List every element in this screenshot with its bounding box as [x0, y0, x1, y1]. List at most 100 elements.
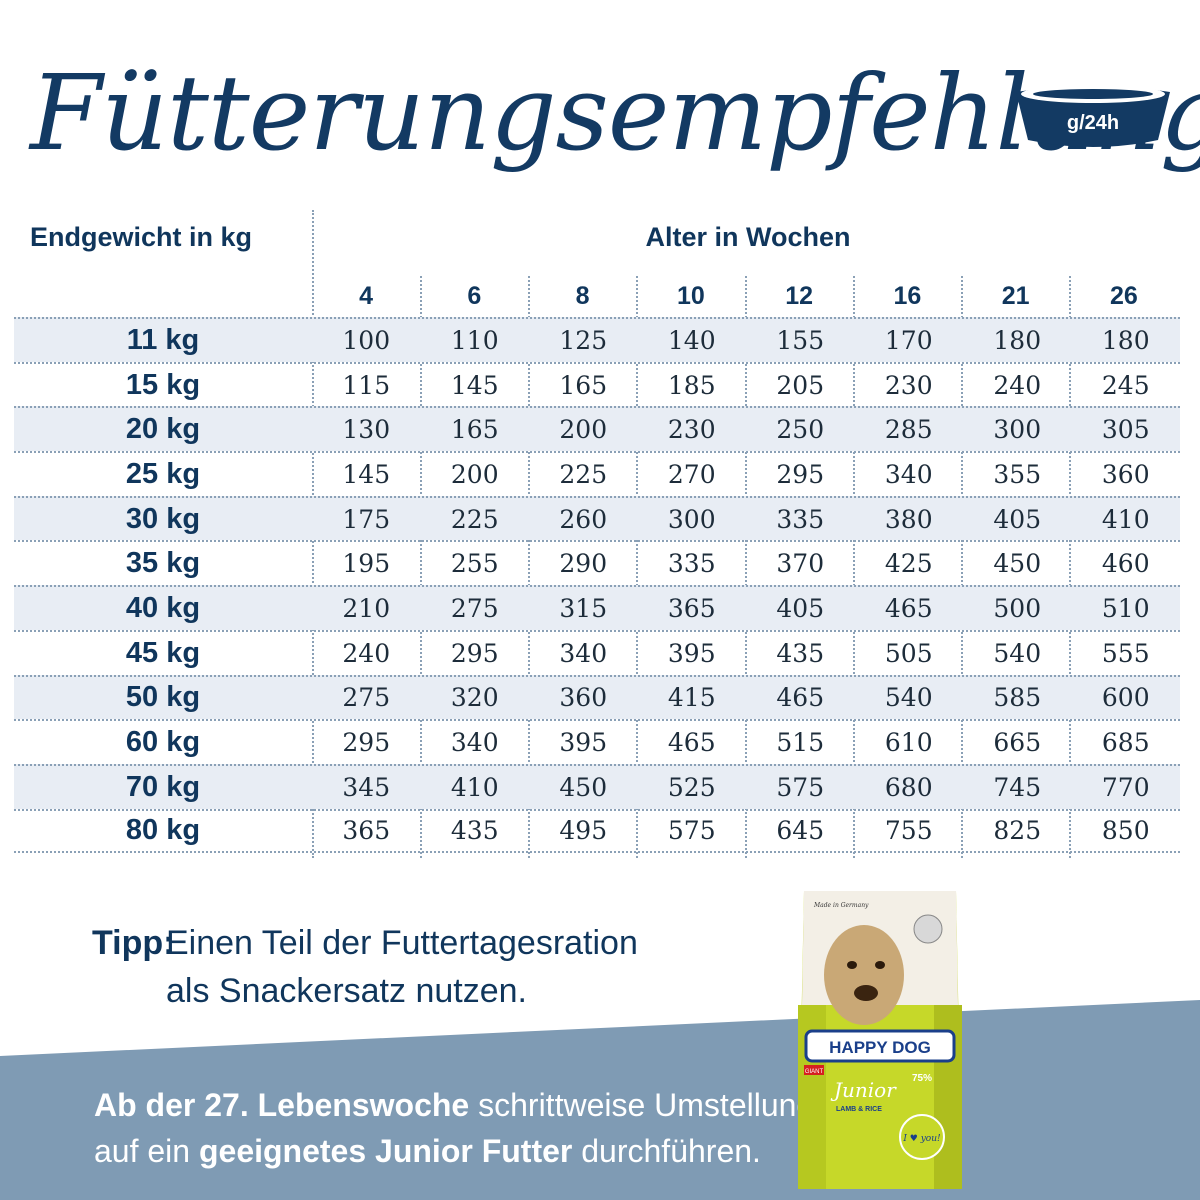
week-header: 21	[1001, 282, 1030, 310]
column-divider	[420, 276, 422, 858]
amount-cell: 410	[450, 772, 499, 802]
weight-cell: 60 kg	[125, 726, 201, 759]
weight-cell: 45 kg	[125, 636, 201, 669]
footer-span: auf ein	[94, 1133, 199, 1169]
table-row: 40 kg 210 275 315 365 405 465 500 510	[14, 585, 1180, 630]
amount-cell: 460	[1101, 549, 1150, 579]
amount-cell: 165	[559, 370, 608, 400]
column-divider	[745, 276, 747, 858]
amount-cell: 770	[1101, 772, 1150, 802]
amount-cell: 415	[667, 683, 716, 713]
amount-cell: 260	[559, 504, 608, 534]
amount-cell: 320	[450, 683, 499, 713]
amount-cell: 505	[884, 638, 933, 668]
amount-cell: 180	[1101, 325, 1150, 355]
amount-cell: 275	[342, 683, 391, 713]
amount-cell: 210	[342, 593, 391, 623]
table-row: 11 kg 100 110 125 140 155 170 180 180	[14, 317, 1180, 362]
column-divider	[1069, 276, 1071, 858]
amount-cell: 410	[1101, 504, 1150, 534]
amount-cell: 200	[450, 459, 499, 489]
table-row: 35 kg 195 255 290 335 370 425 450 460	[14, 540, 1180, 585]
amount-cell: 540	[884, 683, 933, 713]
feeding-table: 11 kg 100 110 125 140 155 170 180 180 15 kg 115 145…	[14, 317, 1180, 854]
amount-cell: 335	[667, 549, 716, 579]
column-divider	[528, 276, 530, 858]
amount-cell: 255	[450, 549, 499, 579]
amount-cell: 575	[667, 816, 716, 846]
table-row: 80 kg 365 435 495 575 645 755 825 850	[14, 808, 1180, 854]
amount-cell: 525	[667, 772, 716, 802]
amount-cell: 305	[1101, 415, 1150, 445]
week-header: 16	[893, 282, 922, 310]
product-package-image: HAPPY DOG GIANT Junior LAMB & RICE 75% M…	[798, 891, 962, 1189]
amount-cell: 645	[776, 816, 825, 846]
amount-cell: 345	[342, 772, 391, 802]
amount-cell: 335	[776, 504, 825, 534]
amount-cell: 435	[450, 816, 499, 846]
amount-cell: 465	[667, 728, 716, 758]
amount-cell: 230	[667, 415, 716, 445]
amount-cell: 115	[342, 370, 391, 400]
amount-cell: 145	[450, 370, 499, 400]
amount-cell: 680	[884, 772, 933, 802]
tip-text-line: als Snackersatz nutzen.	[166, 972, 527, 1010]
amount-cell: 365	[342, 816, 391, 846]
amount-cell: 145	[342, 459, 391, 489]
amount-cell: 130	[342, 415, 391, 445]
footer-bold: geeignetes Junior Futter	[198, 1133, 573, 1169]
weight-cell: 35 kg	[125, 547, 201, 580]
page-title: Fütterungsempfehlung	[30, 52, 1200, 174]
amount-cell: 200	[559, 415, 608, 445]
product-maker: Made in Germany	[813, 902, 869, 909]
amount-cell: 245	[1101, 370, 1150, 400]
amount-cell: 500	[993, 593, 1042, 623]
amount-cell: 240	[342, 638, 391, 668]
amount-cell: 850	[1101, 816, 1150, 846]
amount-cell: 465	[776, 683, 825, 713]
product-tag: GIANT	[805, 1069, 824, 1075]
amount-cell: 355	[993, 459, 1042, 489]
footer-span: durchführen.	[572, 1133, 761, 1169]
week-header: 8	[575, 282, 590, 310]
table-row: 20 kg 130 165 200 230 250 285 300 305	[14, 406, 1180, 452]
amount-cell: 360	[559, 683, 608, 713]
amount-cell: 435	[776, 638, 825, 668]
amount-cell: 155	[776, 325, 825, 355]
amount-cell: 610	[884, 728, 933, 758]
weight-cell: 11 kg	[126, 323, 200, 356]
amount-cell: 230	[884, 370, 933, 400]
weight-cell: 70 kg	[125, 770, 201, 803]
amount-cell: 450	[559, 772, 608, 802]
amount-cell: 165	[450, 415, 499, 445]
amount-cell: 360	[1101, 459, 1150, 489]
amount-cell: 295	[342, 728, 391, 758]
week-header: 26	[1109, 282, 1138, 310]
product-brand: HAPPY DOG	[829, 1038, 931, 1057]
amount-cell: 295	[450, 638, 499, 668]
footer-text: Ab der 27. Lebenswoche schrittweise Umst…	[94, 1082, 814, 1174]
product-variant: LAMB & RICE	[836, 1106, 882, 1113]
amount-cell: 685	[1101, 728, 1150, 758]
amount-cell: 555	[1101, 638, 1150, 668]
table-row: 60 kg 295 340 395 465 515 610 665 685	[14, 719, 1180, 764]
amount-cell: 180	[993, 325, 1042, 355]
amount-cell: 340	[450, 728, 499, 758]
amount-cell: 575	[776, 772, 825, 802]
product-percent: 75%	[912, 1073, 932, 1084]
table-row: 45 kg 240 295 340 395 435 505 540 555	[14, 629, 1180, 675]
age-column-header: Alter in Wochen	[645, 222, 851, 252]
week-header: 10	[676, 282, 705, 310]
amount-cell: 450	[993, 549, 1042, 579]
weight-cell: 20 kg	[125, 413, 201, 446]
amount-cell: 365	[667, 593, 716, 623]
weight-column-header: Endgewicht in kg	[30, 222, 253, 252]
amount-cell: 340	[884, 459, 933, 489]
amount-cell: 285	[884, 415, 933, 445]
amount-cell: 275	[450, 593, 499, 623]
amount-cell: 745	[993, 772, 1042, 802]
footer-bold: Ab der 27. Lebenswoche	[94, 1087, 470, 1123]
product-line: Junior	[830, 1078, 897, 1102]
column-divider	[961, 276, 963, 858]
table-row: 70 kg 345 410 450 525 575 680 745 770	[14, 763, 1180, 809]
